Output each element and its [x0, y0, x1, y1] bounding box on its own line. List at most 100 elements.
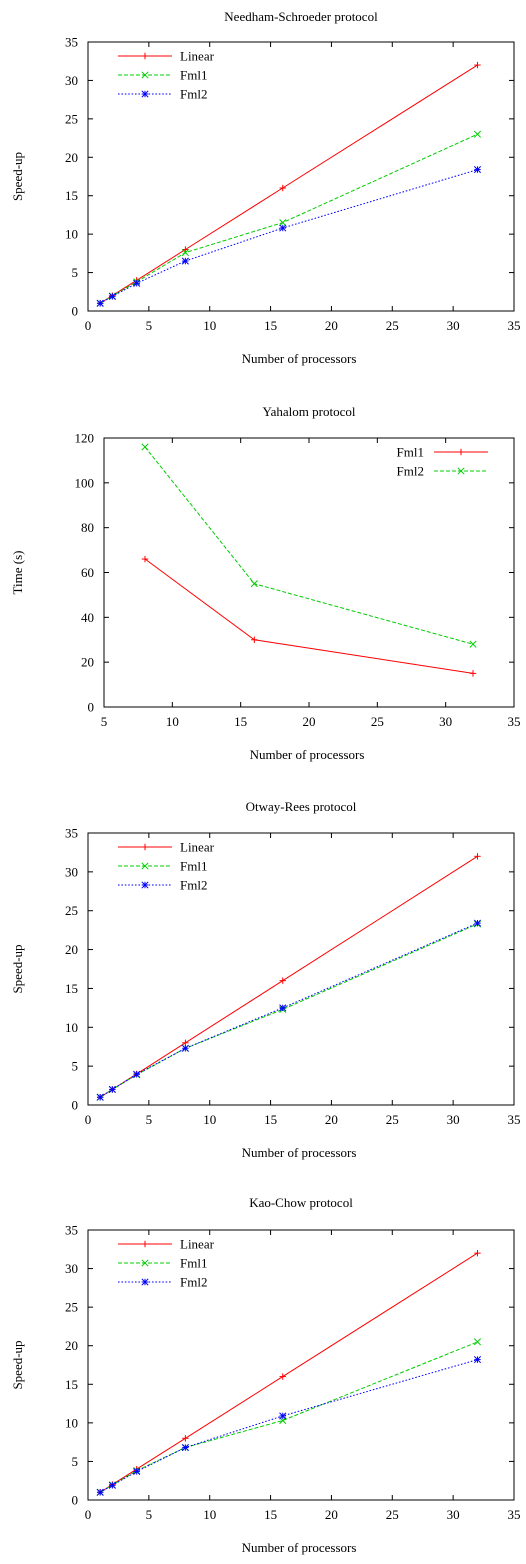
data-point: [181, 249, 189, 257]
plot-frame: [103, 437, 515, 708]
data-point: [279, 1373, 286, 1380]
y-tick-label: 30: [65, 1261, 78, 1276]
x-axis-label: Number of processors: [250, 747, 365, 762]
y-tick-label: 10: [65, 1415, 78, 1430]
chart-1: Needham-Schroeder protocol 0 5 10 15 20 25 30 35…: [10, 9, 521, 366]
legend-marker-fml1: [141, 862, 149, 870]
y-axis-label: Speed-up: [10, 152, 25, 201]
y-tick-label: 35: [65, 1223, 78, 1238]
data-point: [251, 636, 258, 643]
data-point: [279, 1412, 287, 1420]
data-point: [473, 130, 482, 138]
y-tick-label: 25: [65, 1300, 78, 1315]
legend-label-linear: Linear: [180, 840, 215, 855]
x-tick-label: 15: [234, 714, 247, 729]
data-point: [96, 299, 104, 307]
legend-marker-linear: [141, 1240, 149, 1248]
legend-label-fml1: Fml1: [180, 1256, 207, 1271]
y-tick-label: 30: [65, 73, 78, 88]
data-point: [182, 1435, 189, 1442]
legend-label-linear: Linear: [180, 1237, 215, 1252]
series-fml2: [96, 1356, 482, 1496]
data-point: [133, 1467, 141, 1476]
x-tick-label: 25: [386, 1507, 399, 1522]
legend-marker-fml1: [141, 71, 149, 79]
x-tick-label: 30: [447, 1112, 460, 1127]
series-line: [99, 1341, 478, 1493]
data-point: [96, 1093, 104, 1101]
series-line: [99, 922, 478, 1098]
data-point: [279, 977, 286, 984]
y-axis-label: Time (s): [10, 551, 25, 595]
y-axis-label: Speed-up: [10, 1340, 25, 1389]
chart-4: Kao-Chow protocol 0 5 10 15 20 25 30 35 0 5 10 15 20 2…: [10, 1195, 521, 1555]
y-tick-label: 5: [72, 1059, 79, 1074]
legend-marker-fml2: [141, 881, 149, 889]
series-fml2: [96, 919, 482, 1101]
x-tick-label: 5: [146, 318, 153, 333]
x-tick-label: 35: [508, 1507, 521, 1522]
y-tick-label: 15: [65, 981, 78, 996]
data-point: [279, 224, 287, 232]
y-tick-label: 60: [81, 565, 94, 580]
x-tick-label: 5: [146, 1507, 153, 1522]
legend-marker-fml2: [141, 1278, 149, 1286]
plot-frame: [87, 832, 515, 1106]
y-tick-label: 35: [65, 35, 78, 50]
legend-label-fml2: Fml2: [180, 1275, 207, 1290]
legend-marker-fml2: [457, 467, 465, 475]
data-point: [108, 1481, 116, 1489]
data-point: [474, 1249, 481, 1257]
data-point: [474, 61, 481, 69]
x-tick-label: 30: [447, 1507, 460, 1522]
data-point: [473, 166, 482, 174]
data-point: [473, 1338, 482, 1346]
x-tick-label: 0: [85, 1112, 92, 1127]
x-tick-label: 20: [303, 714, 316, 729]
y-tick-label: 10: [65, 227, 78, 242]
series-fml1: [96, 920, 482, 1101]
legend-label-fml1: Fml1: [180, 859, 207, 874]
series-line: [99, 855, 478, 1098]
data-point: [182, 1039, 189, 1047]
y-axis-label: Speed-up: [10, 944, 25, 993]
data-point: [279, 184, 286, 192]
chart-2: Yahalom protocol 5 10 15 20 25 30 35 0 20 40 60 80 10…: [10, 404, 521, 762]
series-linear: [96, 853, 481, 1101]
y-tick-label: 120: [75, 431, 95, 446]
series-linear: [96, 61, 481, 307]
legend: Fml1 Fml2: [397, 445, 488, 479]
data-point: [181, 1443, 189, 1452]
x-tick-label: 25: [386, 318, 399, 333]
legend-marker-fml1: [141, 1259, 149, 1267]
legend-label-fml1: Fml1: [180, 68, 207, 83]
data-point: [141, 443, 149, 451]
data-point: [250, 580, 258, 588]
y-tick-label: 5: [72, 1454, 79, 1469]
data-point: [182, 246, 189, 253]
y-tick-label: 0: [88, 700, 95, 715]
legend: Linear Fml1 Fml2: [118, 49, 215, 102]
y-tick-label: 30: [65, 864, 78, 879]
x-tick-label: 30: [439, 714, 452, 729]
data-point: [469, 670, 477, 677]
data-point: [133, 1070, 141, 1078]
data-point: [473, 919, 482, 927]
x-tick-label: 15: [264, 1507, 277, 1522]
data-point: [469, 640, 477, 648]
y-tick-label: 40: [81, 610, 94, 625]
x-tick-label: 25: [371, 714, 384, 729]
data-point: [279, 1004, 287, 1012]
legend: Linear Fml1 Fml2: [118, 840, 215, 893]
legend: Linear Fml1 Fml2: [118, 1237, 215, 1290]
x-axis-label: Number of processors: [242, 1145, 357, 1160]
legend-label-fml1: Fml1: [397, 445, 424, 460]
y-tick-label: 15: [65, 188, 78, 203]
x-tick-label: 20: [325, 1112, 338, 1127]
y-tick-label: 0: [72, 1098, 79, 1113]
x-tick-label: 15: [264, 1112, 277, 1127]
x-tick-label: 10: [203, 1507, 216, 1522]
x-tick-label: 0: [85, 1507, 92, 1522]
x-tick-label: 10: [166, 714, 179, 729]
